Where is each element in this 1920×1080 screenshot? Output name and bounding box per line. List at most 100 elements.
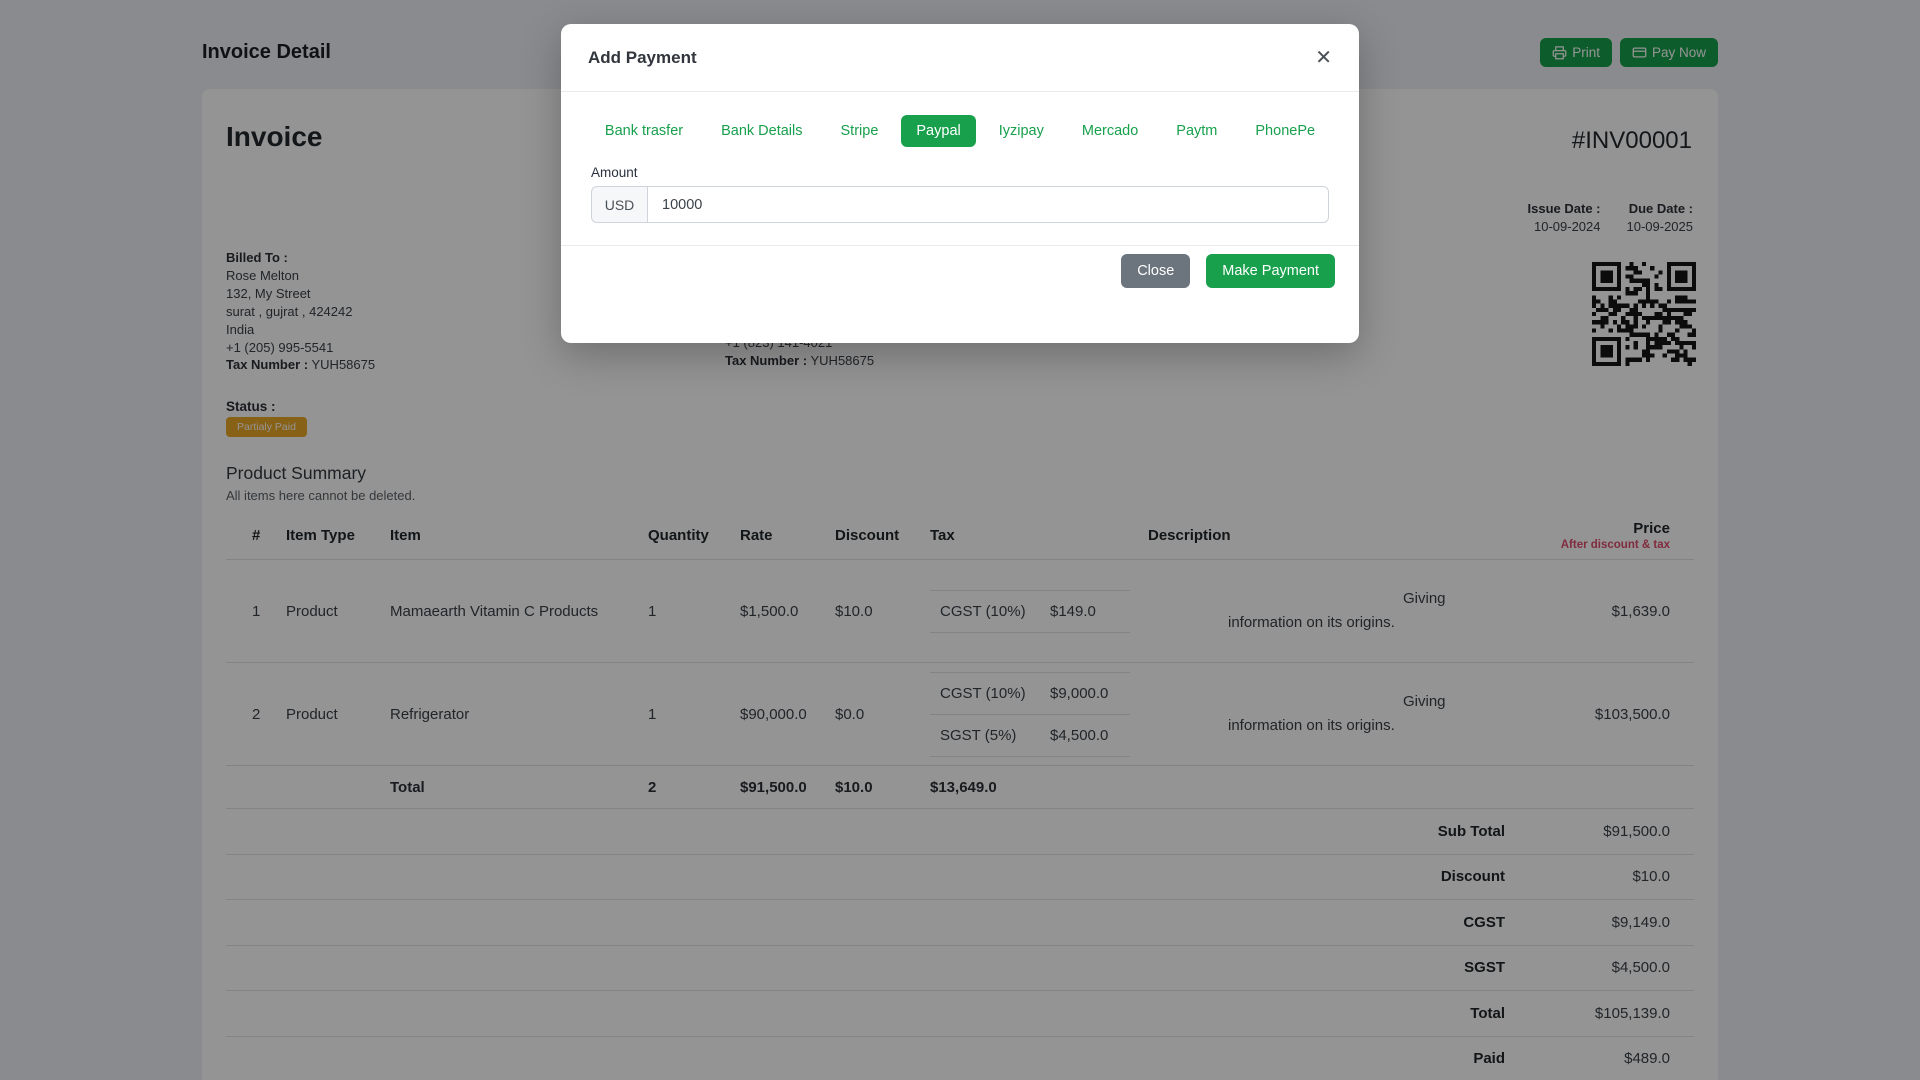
summary-value: $489.0 (1624, 1050, 1670, 1068)
summary-row: Paid $489.0 (226, 1037, 1694, 1080)
print-button-label: Print (1572, 45, 1600, 60)
item-quantity: 1 (648, 705, 657, 723)
total-qty: 2 (648, 778, 657, 796)
tax-sub-row: SGST (5%) $4,500.0 (930, 713, 1130, 757)
summary-value: $9,149.0 (1611, 913, 1670, 931)
table-header-row: # Item Type Item Quantity Rate Discount … (226, 512, 1694, 560)
make-payment-button[interactable]: Make Payment (1206, 254, 1335, 288)
summary-row: Total $105,139.0 (226, 991, 1694, 1037)
tax-amount: $9,000.0 (1050, 684, 1109, 702)
issue-date-value: 10-09-2024 (1534, 219, 1601, 234)
issue-date-label: Issue Date : (1527, 201, 1601, 216)
total-tax: $13,649.0 (930, 778, 997, 796)
total-rate: $91,500.0 (740, 778, 807, 796)
tax-amount: $149.0 (1050, 602, 1096, 620)
item-num: 1 (252, 602, 261, 620)
item-name: Mamaearth Vitamin C Products (390, 602, 599, 620)
payment-tab-iyzipay[interactable]: Iyzipay (984, 115, 1059, 147)
col-header-description: Description (1148, 527, 1231, 544)
billed-to-name: Rose Melton (226, 267, 299, 283)
qr-code (1592, 262, 1696, 366)
summary-row: Discount $10.0 (226, 855, 1694, 900)
summary-row: SGST $4,500.0 (226, 946, 1694, 991)
pay-now-button-label: Pay Now (1651, 45, 1706, 60)
due-date-label: Due Date : (1628, 201, 1693, 216)
item-description-cell: Giving information on its origins. (1140, 587, 1470, 635)
billed-to-label: Billed To : (226, 250, 288, 265)
product-summary-subtitle: All items here cannot be deleted. (226, 488, 416, 503)
item-name: Refrigerator (390, 705, 470, 723)
payment-method-tabs: Bank trasfer Bank Details Stripe Paypal Iyzi… (561, 115, 1359, 147)
status-label: Status : (226, 399, 276, 414)
summary-row: Sub Total $91,500.0 (226, 809, 1694, 855)
item-tax-cell: CGST (10%) $149.0 (910, 560, 1140, 662)
col-header-item: Item (390, 527, 421, 544)
item-description: Giving information on its origins. (1228, 693, 1446, 734)
col-header-item-type: Item Type (286, 527, 355, 544)
item-type: Product (286, 705, 338, 723)
total-label: Total (390, 778, 425, 796)
summary-label: SGST (1464, 959, 1505, 977)
summary-value: $91,500.0 (1603, 822, 1670, 840)
item-price: $103,500.0 (1594, 705, 1670, 723)
item-description-cell: Giving information on its origins. (1140, 690, 1470, 738)
summary-label: CGST (1463, 913, 1505, 931)
amount-input[interactable] (647, 186, 1329, 223)
payment-tab-paytm[interactable]: Paytm (1161, 115, 1232, 147)
tax-name: CGST (10%) (940, 602, 1026, 620)
payment-tab-bank-details[interactable]: Bank Details (706, 115, 817, 147)
col-header-quantity: Quantity (648, 527, 709, 544)
issue-date-block: Issue Date : 10-09-2024 (1528, 201, 1601, 234)
item-quantity: 1 (648, 602, 657, 620)
col-header-tax: Tax (930, 527, 955, 544)
tax-sub-row: CGST (10%) $9,000.0 (930, 671, 1130, 714)
payment-tab-bank-trasfer[interactable]: Bank trasfer (590, 115, 698, 147)
col-header-rate: Rate (740, 527, 773, 544)
summary-label: Paid (1473, 1050, 1505, 1068)
modal-title: Add Payment (588, 47, 697, 67)
price-subheader: After discount & tax (1560, 539, 1670, 551)
item-rate: $1,500.0 (740, 602, 799, 620)
summary-label: Sub Total (1437, 822, 1505, 840)
billed-to-country: India (226, 321, 255, 337)
printer-icon (1552, 46, 1567, 60)
invoice-item-row: 1 Product Mamaearth Vitamin C Products 1 $1,… (226, 560, 1694, 663)
item-num: 2 (252, 705, 261, 723)
credit-card-icon (1632, 47, 1647, 58)
total-discount: $10.0 (835, 778, 873, 796)
add-payment-modal: Add Payment ✕ Bank trasfer Bank Details St… (561, 24, 1359, 343)
item-price: $1,639.0 (1611, 602, 1670, 620)
close-button[interactable]: Close (1121, 254, 1191, 288)
pay-now-button[interactable]: Pay Now (1619, 38, 1718, 67)
page-title: Invoice Detail (202, 41, 331, 63)
payment-tab-phonepe[interactable]: PhonePe (1240, 115, 1330, 147)
header-actions: Print Pay Now (1540, 38, 1718, 67)
col-header-price: Price After discount & tax (1560, 520, 1670, 551)
payment-tab-paypal[interactable]: Paypal (901, 115, 976, 147)
close-icon[interactable]: ✕ (1315, 46, 1332, 69)
table-total-row: Total 2 $91,500.0 $10.0 $13,649.0 (226, 766, 1694, 809)
col-header-num: # (252, 527, 261, 544)
page-header: Invoice Detail Print Pay Now (202, 0, 1718, 67)
invoice-item-row: 2 Product Refrigerator 1 $90,000.0 $0.0 CGST (… (226, 663, 1694, 766)
item-discount: $10.0 (835, 602, 873, 620)
invoice-dates: Issue Date : 10-09-2024 Due Date : 10-09… (1528, 201, 1693, 234)
item-tax-cell: CGST (10%) $9,000.0 SGST (5%) $4,500.0 (910, 663, 1140, 765)
item-type: Product (286, 602, 338, 620)
tax-amount: $4,500.0 (1050, 726, 1109, 744)
col-header-discount: Discount (835, 527, 900, 544)
due-date-block: Due Date : 10-09-2025 (1627, 201, 1694, 234)
print-button[interactable]: Print (1540, 38, 1612, 67)
shipped-to-tax-number: Tax Number : YUH58675 (725, 352, 875, 368)
item-rate: $90,000.0 (740, 705, 807, 723)
billed-to-phone: +1 (205) 995-5541 (226, 339, 334, 355)
tax-sub-row: CGST (10%) $149.0 (930, 589, 1130, 633)
summary-value: $105,139.0 (1594, 1004, 1670, 1022)
due-date-value: 10-09-2025 (1626, 219, 1694, 234)
payment-tab-mercado[interactable]: Mercado (1067, 115, 1153, 147)
summary-value: $4,500.0 (1611, 959, 1670, 977)
payment-tab-stripe[interactable]: Stripe (826, 115, 894, 147)
modal-header: Add Payment ✕ (561, 24, 1359, 92)
currency-prefix: USD (591, 186, 647, 223)
amount-input-group: USD (591, 186, 1329, 223)
